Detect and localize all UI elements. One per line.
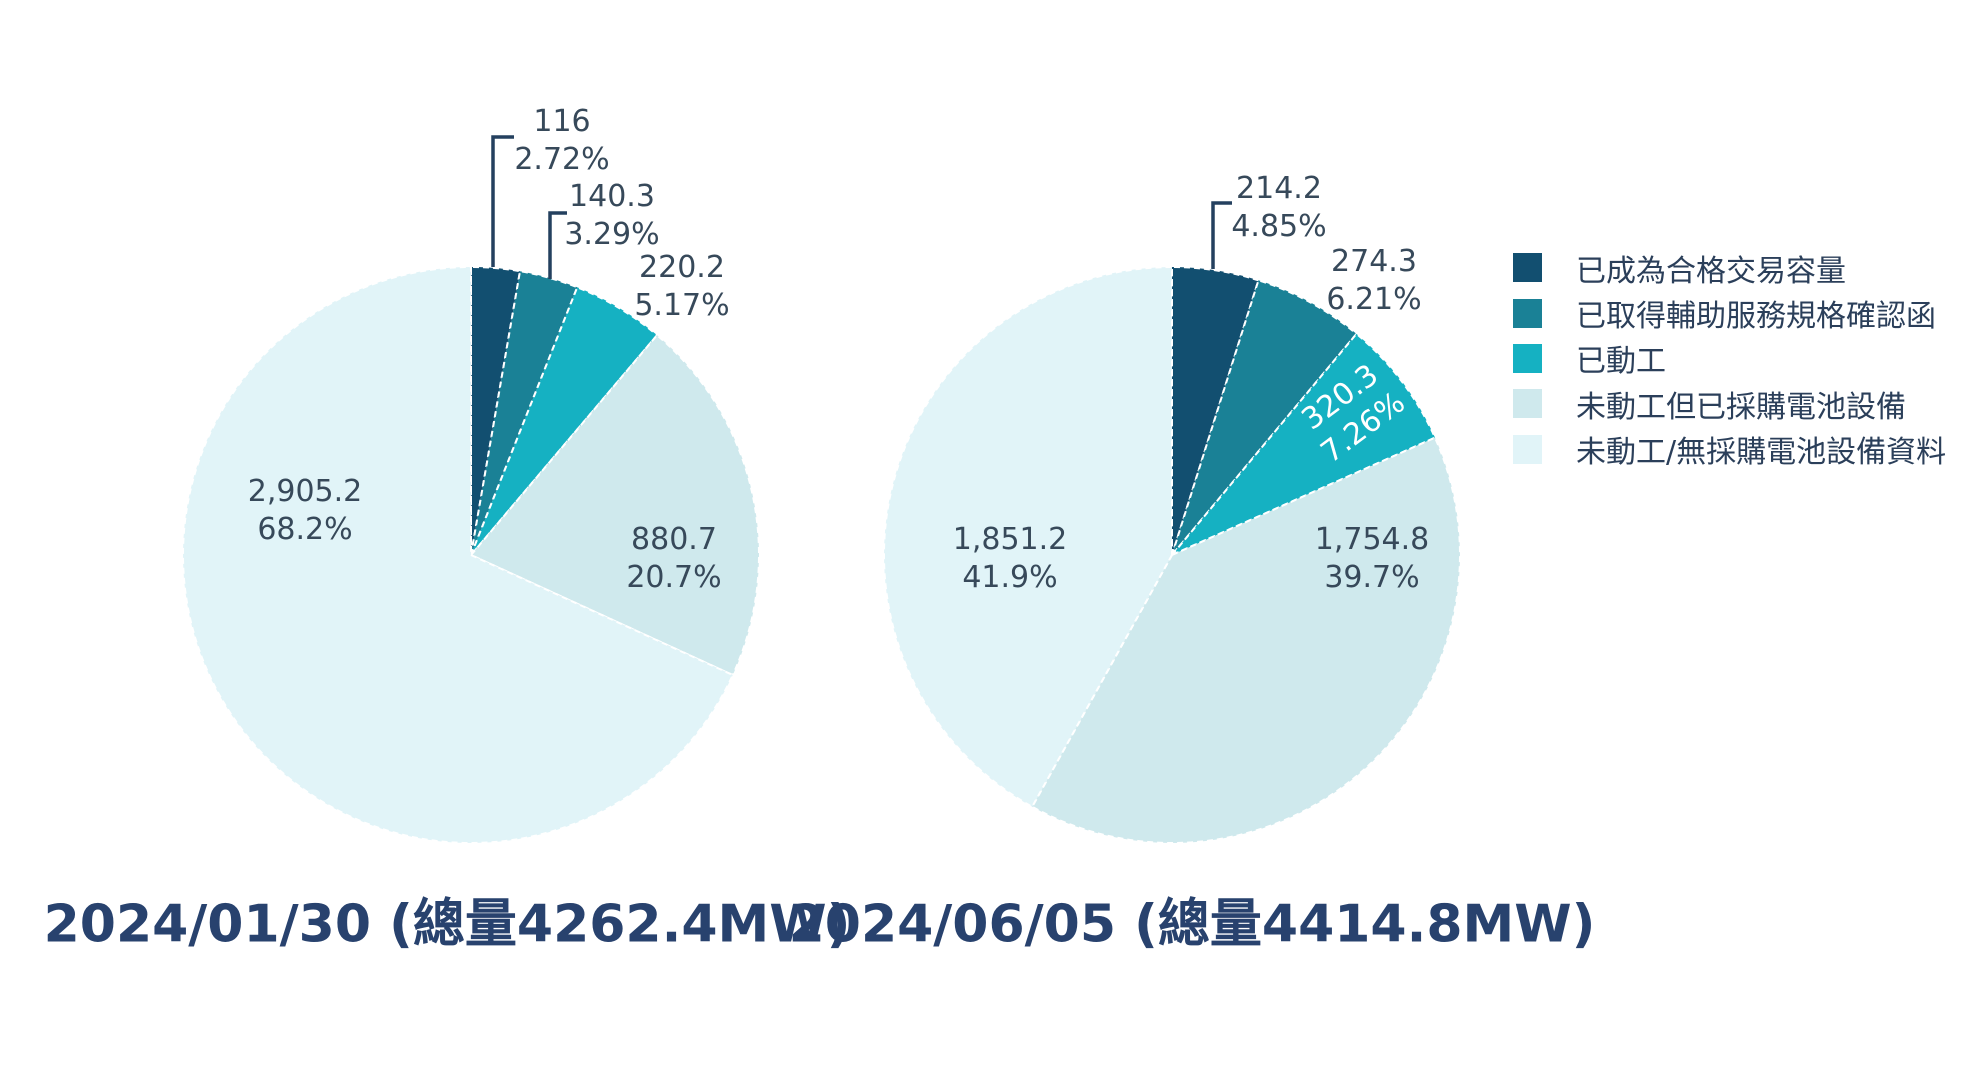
- legend: 已成為合格交易容量 已取得輔助服務規格確認函 已動工 未動工但已採購電池設備 未…: [1513, 245, 1946, 472]
- label-leader-line-3: [1211, 201, 1232, 269]
- pie2-label-procured-pct: 39.7%: [1324, 560, 1420, 595]
- pie2-label-confirmed: 274.3 6.21%: [1326, 243, 1421, 319]
- pie1-label-confirmed-pct: 3.29%: [564, 217, 660, 252]
- pie1-label-notstarted: 2,905.2 68.2%: [248, 473, 363, 549]
- pie1-label-started-value: 220.2: [639, 250, 725, 285]
- pie1-slice-5: [182, 266, 734, 844]
- legend-swatch-confirmed: [1513, 298, 1542, 328]
- pie1-label-notstarted-pct: 68.2%: [257, 512, 353, 547]
- pie1-slice-3: [470, 286, 659, 556]
- legend-swatch-started: [1513, 343, 1542, 373]
- legend-row-qualified: 已成為合格交易容量: [1513, 245, 1946, 290]
- pie1-label-qualified: 116 2.72%: [514, 103, 609, 179]
- pie2-label-notstarted: 1,851.2 41.9%: [953, 521, 1068, 597]
- legend-row-started: 已動工: [1513, 336, 1946, 381]
- pie2-slice-4: [1031, 436, 1461, 844]
- pie1-label-procured: 880.7 20.7%: [626, 521, 721, 597]
- pie2-slice-3: [1171, 332, 1436, 556]
- pie2-label-confirmed-value: 274.3: [1331, 244, 1417, 279]
- pie2-slice-5: [883, 266, 1173, 808]
- label-leader-line-1: [491, 135, 514, 267]
- legend-swatch-qualified: [1513, 253, 1542, 283]
- legend-swatch-notstarted: [1513, 434, 1542, 464]
- pie1-label-qualified-pct: 2.72%: [514, 142, 610, 177]
- pie2-label-procured-value: 1,754.8: [1314, 522, 1430, 557]
- legend-swatch-procured: [1513, 389, 1542, 419]
- legend-label-started: 已動工: [1576, 344, 1666, 380]
- pie1-label-qualified-value: 116: [533, 104, 591, 139]
- pie1-slice-4: [470, 334, 760, 677]
- pie1-slice-2: [470, 270, 579, 556]
- pie1-caption: 2024/01/30 (總量4262.4MW): [43, 894, 851, 955]
- label-leader-line-2: [548, 211, 567, 279]
- pie2-label-qualified-pct: 4.85%: [1231, 209, 1327, 244]
- pie2-label-notstarted-value: 1,851.2: [952, 522, 1068, 557]
- pie1-label-procured-value: 880.7: [631, 522, 717, 557]
- legend-label-confirmed: 已取得輔助服務規格確認函: [1576, 299, 1936, 335]
- pie1-label-started-pct: 5.17%: [634, 288, 730, 323]
- pie2-caption: 2024/06/05 (總量4414.8MW): [788, 894, 1596, 955]
- pie2-slice-2: [1171, 279, 1358, 556]
- pie2-label-qualified: 214.2 4.85%: [1231, 170, 1326, 246]
- legend-row-confirmed: 已取得輔助服務規格確認函: [1513, 290, 1946, 335]
- pie2-label-notstarted-pct: 41.9%: [962, 560, 1058, 595]
- pie2-label-confirmed-pct: 6.21%: [1326, 282, 1422, 317]
- legend-label-procured: 未動工但已採購電池設備: [1576, 389, 1906, 425]
- pie1-label-notstarted-value: 2,905.2: [247, 474, 363, 509]
- pie1-label-procured-pct: 20.7%: [626, 560, 722, 595]
- pie2-label-procured: 1,754.8 39.7%: [1315, 521, 1430, 597]
- legend-row-notstarted: 未動工/無採購電池設備資料: [1513, 427, 1946, 472]
- pie1-label-confirmed-value: 140.3: [569, 179, 655, 214]
- pie2-label-qualified-value: 214.2: [1236, 171, 1322, 206]
- legend-row-procured: 未動工但已採購電池設備: [1513, 381, 1946, 426]
- pie1-label-confirmed: 140.3 3.29%: [564, 178, 659, 254]
- legend-label-notstarted: 未動工/無採購電池設備資料: [1576, 435, 1947, 471]
- pie1-label-started: 220.2 5.17%: [634, 249, 729, 325]
- legend-label-qualified: 已成為合格交易容量: [1576, 253, 1846, 289]
